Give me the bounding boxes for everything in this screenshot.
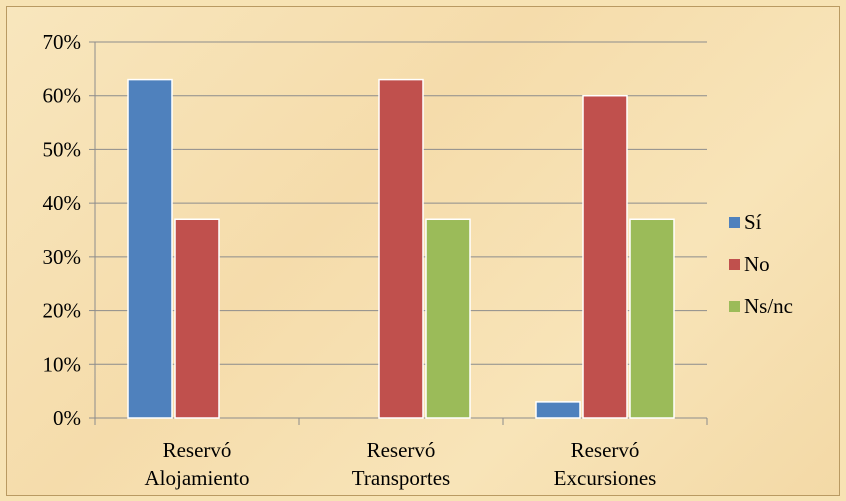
- legend-label: Ns/nc: [744, 294, 793, 318]
- x-category-label: Reservó: [571, 438, 640, 462]
- bar-s--3: [535, 401, 581, 419]
- y-tick-label: 50%: [43, 137, 82, 161]
- y-tick-label: 60%: [43, 84, 82, 108]
- legend-swatch: [729, 217, 740, 228]
- bars: [127, 78, 675, 419]
- bar-no-3: [582, 94, 628, 419]
- y-tick-label: 20%: [43, 299, 82, 323]
- legend-swatch: [729, 301, 740, 312]
- bar-no-2: [378, 78, 424, 419]
- legend-label: No: [744, 252, 770, 276]
- legend-swatch: [729, 259, 740, 270]
- x-category-label: Excursiones: [554, 466, 657, 490]
- chart-frame: 0% 10% 20% 30% 40% 50% 60% 70% Reservó Alojamien…: [6, 6, 840, 496]
- y-tick-label: 70%: [43, 30, 82, 54]
- x-category-label: Reservó: [367, 438, 436, 462]
- y-tick-label: 0%: [53, 406, 81, 430]
- x-category-label: Alojamiento: [145, 466, 250, 490]
- bar-no-1: [174, 218, 220, 419]
- y-tick-labels: 0% 10% 20% 30% 40% 50% 60% 70%: [43, 30, 82, 430]
- y-tick-label: 10%: [43, 352, 82, 376]
- bar-ns-nc-3: [629, 218, 675, 419]
- legend: Sí No Ns/nc: [729, 210, 793, 318]
- legend-label: Sí: [744, 210, 762, 234]
- x-category-label: Reservó: [163, 438, 232, 462]
- x-category-labels: Reservó Alojamiento Reservó Transportes Rese…: [145, 438, 657, 490]
- x-category-label: Transportes: [352, 466, 450, 490]
- y-tick-label: 30%: [43, 245, 82, 269]
- bar-chart: 0% 10% 20% 30% 40% 50% 60% 70% Reservó Alojamien…: [43, 30, 794, 490]
- bar-s--1: [127, 78, 173, 419]
- bar-ns-nc-2: [425, 218, 471, 419]
- y-tick-label: 40%: [43, 191, 82, 215]
